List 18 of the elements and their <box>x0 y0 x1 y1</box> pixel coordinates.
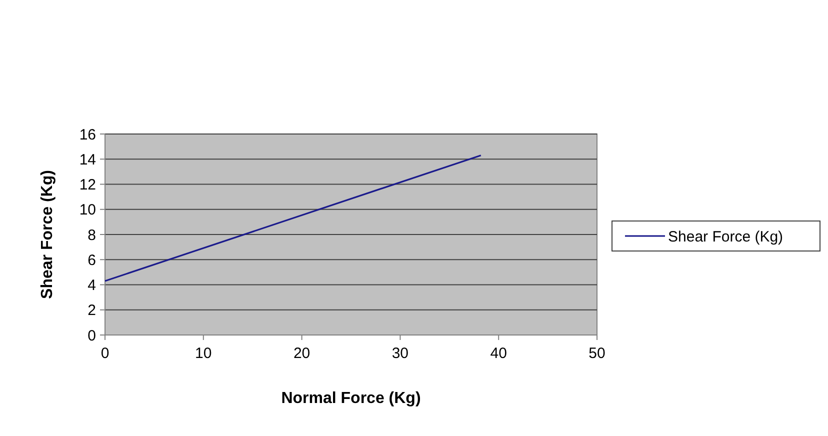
y-tick-label: 8 <box>88 226 96 244</box>
x-tick-label: 0 <box>100 345 110 362</box>
y-tick-label: 4 <box>88 277 96 294</box>
x-axis-title: Normal Force (Kg) <box>281 390 421 407</box>
legend-label: Shear Force (Kg) <box>668 228 784 246</box>
x-tick-label: 40 <box>490 345 507 362</box>
y-tick-label: 10 <box>79 202 96 219</box>
x-tick-label: 20 <box>293 345 310 362</box>
y-tick-label: 16 <box>79 126 96 144</box>
x-tick-label: 30 <box>392 345 409 362</box>
y-tick-label: 2 <box>88 302 96 320</box>
y-tick-label: 6 <box>88 252 96 269</box>
y-tick-label: 12 <box>79 176 96 194</box>
x-tick-label: 10 <box>195 345 212 362</box>
x-tick-label: 50 <box>588 345 606 362</box>
y-tick-label: 14 <box>79 151 96 168</box>
y-tick-label: 0 <box>88 327 96 344</box>
y-axis-title: Shear Force (Kg) <box>39 170 56 299</box>
